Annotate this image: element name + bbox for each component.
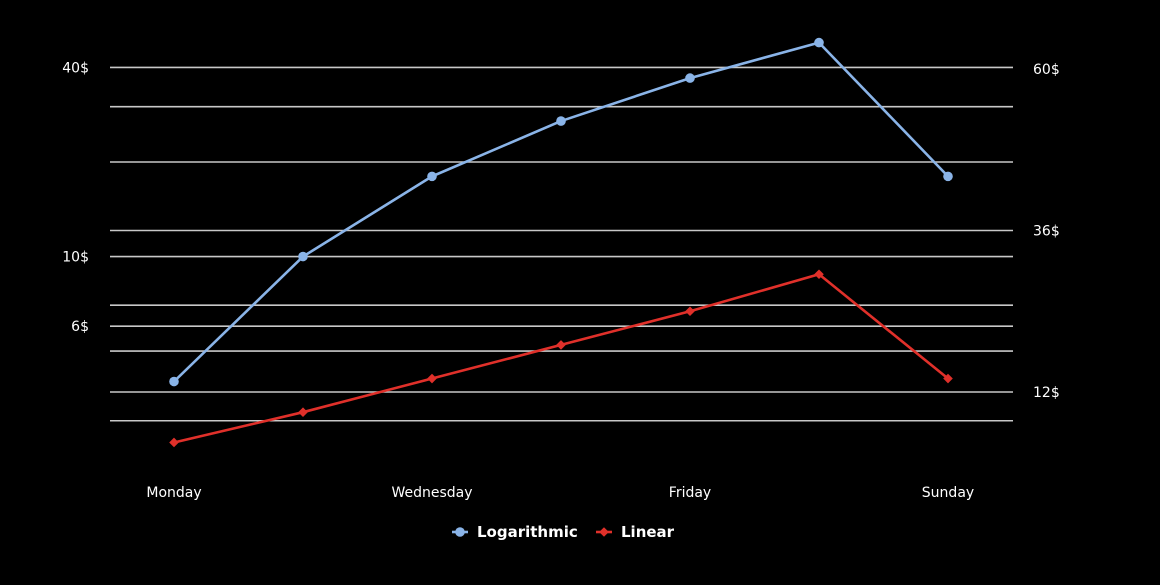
left-tick-label: 10$ <box>62 250 89 266</box>
data-point <box>169 437 179 448</box>
right-tick-label: 60$ <box>1033 62 1060 78</box>
series-logarithmic <box>169 37 953 387</box>
right-tick-label: 36$ <box>1033 224 1060 240</box>
x-axis: Monday Wednesday Friday Sunday <box>146 485 974 501</box>
legend-item-logarithmic[interactable]: Logarithmic <box>452 523 578 541</box>
series <box>169 37 953 448</box>
legend-marker-circle <box>455 527 465 537</box>
x-tick-label: Monday <box>146 485 201 501</box>
data-point <box>556 340 566 350</box>
data-point <box>943 373 953 384</box>
left-tick-label: 6$ <box>71 319 89 335</box>
legend-marker-diamond <box>599 527 609 537</box>
right-y-axis: 12$ 36$ 60$ <box>1033 62 1060 401</box>
data-point <box>685 306 695 317</box>
legend[interactable]: Logarithmic Linear <box>452 523 675 541</box>
series-line-linear <box>173 272 949 444</box>
left-y-axis: 6$ 10$ 40$ <box>62 60 89 335</box>
series-linear <box>169 269 953 448</box>
data-point <box>685 73 695 83</box>
legend-label: Logarithmic <box>477 523 578 541</box>
legend-label: Linear <box>621 523 675 541</box>
left-tick-label: 40$ <box>62 60 89 76</box>
data-point <box>298 407 308 417</box>
data-point <box>556 116 566 126</box>
data-point <box>943 171 953 182</box>
x-tick-label: Friday <box>669 485 711 501</box>
data-point <box>169 376 179 387</box>
data-point <box>427 373 437 384</box>
data-point <box>814 269 824 280</box>
right-tick-label: 12$ <box>1033 385 1060 401</box>
data-point <box>814 37 824 48</box>
gridlines <box>110 66 1013 422</box>
data-point <box>427 171 437 182</box>
x-tick-label: Wednesday <box>391 485 472 501</box>
legend-item-linear[interactable]: Linear <box>596 523 675 541</box>
x-tick-label: Sunday <box>922 485 974 501</box>
series-line-logarithmic <box>173 41 949 383</box>
data-point <box>298 251 308 262</box>
